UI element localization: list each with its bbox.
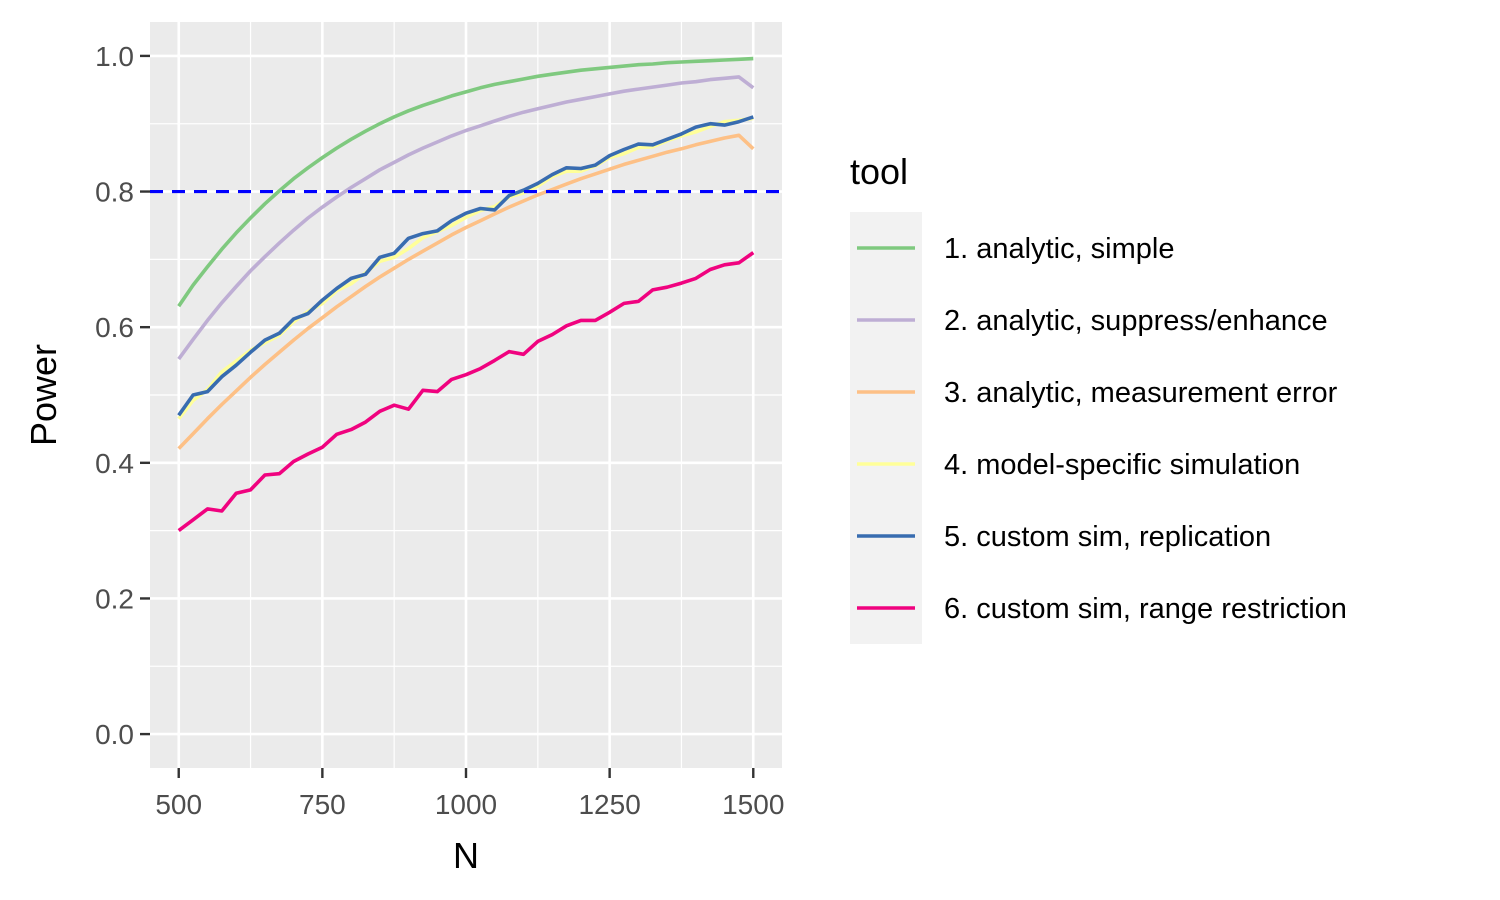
series-line-3 xyxy=(177,133,755,450)
legend-label-4: 4. model-specific simulation xyxy=(944,449,1300,481)
x-axis-title: N xyxy=(453,835,479,876)
series-lines xyxy=(177,56,755,533)
x-tick-label: 1250 xyxy=(578,789,640,820)
y-axis: 0.0 0.2 0.4 0.6 0.8 1.0 xyxy=(95,41,150,750)
y-tick-label: 0.6 xyxy=(95,312,134,343)
legend-title: tool xyxy=(850,151,908,192)
y-tick-label: 0.2 xyxy=(95,583,134,614)
y-axis-title: Power xyxy=(23,344,64,446)
series-line-2 xyxy=(177,75,755,361)
series-line-6 xyxy=(177,251,755,533)
major-gridlines xyxy=(150,22,782,768)
series-line-5 xyxy=(177,115,754,417)
x-tick-label: 1000 xyxy=(435,789,497,820)
legend-keys-background xyxy=(850,212,922,644)
y-tick-label: 0.8 xyxy=(95,177,134,208)
x-tick-label: 1500 xyxy=(722,789,784,820)
legend-label-6: 6. custom sim, range restriction xyxy=(944,593,1347,625)
x-tick-label: 500 xyxy=(155,789,202,820)
y-tick-label: 1.0 xyxy=(95,41,134,72)
legend-label-1: 1. analytic, simple xyxy=(944,233,1175,265)
y-tick-label: 0.4 xyxy=(95,448,134,479)
legend: tool 1. analytic, simple 2. analytic, sup… xyxy=(850,151,1347,644)
legend-label-3: 3. analytic, measurement error xyxy=(944,377,1338,409)
y-tick-label: 0.0 xyxy=(95,719,134,750)
legend-label-2: 2. analytic, suppress/enhance xyxy=(944,305,1328,337)
x-tick-label: 750 xyxy=(299,789,346,820)
legend-label-5: 5. custom sim, replication xyxy=(944,521,1271,553)
series-line-1 xyxy=(177,56,754,308)
x-axis: 500 750 1000 1250 1500 xyxy=(155,768,784,820)
